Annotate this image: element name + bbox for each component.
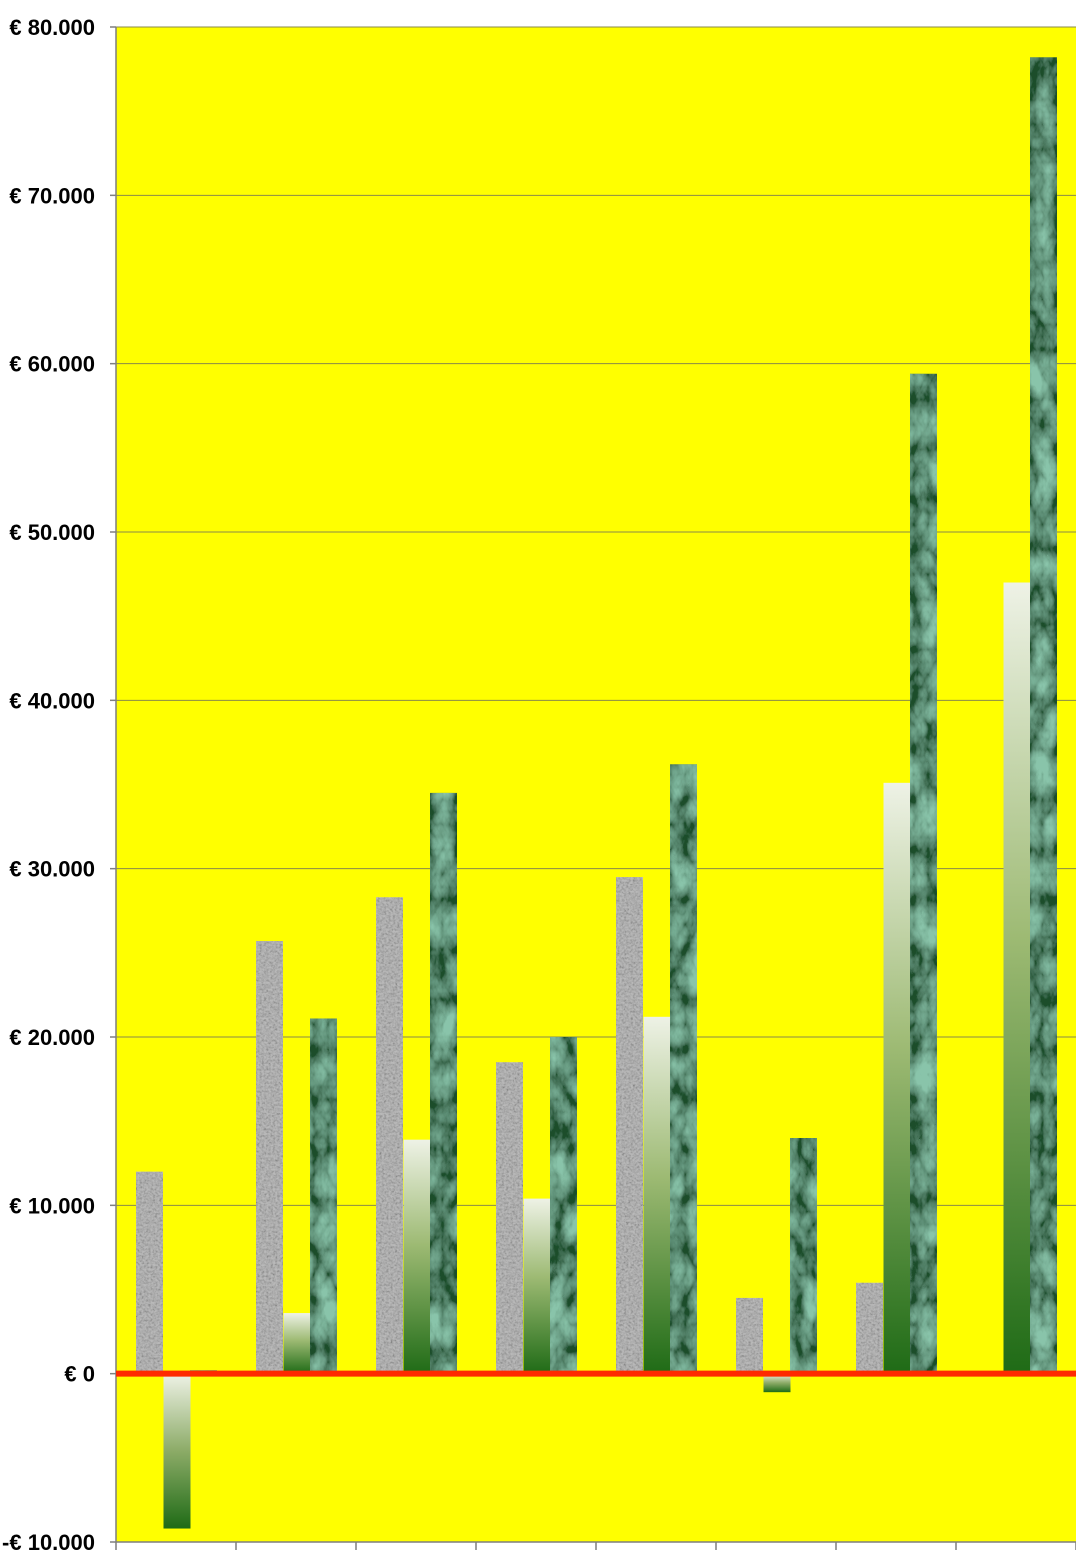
bar-series-2 bbox=[403, 1139, 431, 1374]
bar-series-3 bbox=[670, 764, 697, 1374]
bar-series-3 bbox=[790, 1138, 817, 1374]
y-tick-label: € 40.000 bbox=[9, 688, 95, 713]
bar-series-2 bbox=[1003, 582, 1031, 1374]
bar-series-3 bbox=[550, 1037, 577, 1374]
y-tick-label: € 50.000 bbox=[9, 520, 95, 545]
bar-series-1 bbox=[496, 1062, 523, 1374]
y-tick-label: € 30.000 bbox=[9, 857, 95, 882]
bar-series-3 bbox=[310, 1018, 337, 1374]
y-tick-label: € 20.000 bbox=[9, 1025, 95, 1050]
y-tick-label: € 80.000 bbox=[9, 15, 95, 40]
bar-series-3 bbox=[430, 792, 457, 1374]
bar-series-2 bbox=[523, 1198, 551, 1374]
bar-series-2 bbox=[763, 1373, 791, 1393]
bar-series-1 bbox=[376, 897, 403, 1374]
bar-series-3 bbox=[1030, 57, 1057, 1374]
y-tick-label: € 0 bbox=[64, 1362, 95, 1387]
bar-series-1 bbox=[136, 1171, 163, 1374]
bar-series-1 bbox=[616, 877, 643, 1374]
y-tick-label: € 10.000 bbox=[9, 1193, 95, 1218]
bar-series-1 bbox=[256, 941, 283, 1374]
axes bbox=[110, 26, 1076, 1550]
bar-series-2 bbox=[283, 1313, 311, 1374]
bars bbox=[136, 57, 1057, 1529]
bar-series-2 bbox=[163, 1373, 191, 1529]
tick-labels: -€ 10.000 € 0 € 10.000 € 20.000 € 30.000 € 40… bbox=[2, 15, 95, 1550]
y-tick-label: € 60.000 bbox=[9, 352, 95, 377]
bar-series-1 bbox=[736, 1297, 763, 1374]
bar-series-2 bbox=[883, 782, 911, 1374]
bar-series-1 bbox=[856, 1282, 883, 1374]
bar-series-3 bbox=[910, 373, 937, 1374]
y-tick-label: -€ 10.000 bbox=[2, 1530, 95, 1550]
bar-series-2 bbox=[643, 1016, 671, 1374]
y-tick-label: € 70.000 bbox=[9, 183, 95, 208]
